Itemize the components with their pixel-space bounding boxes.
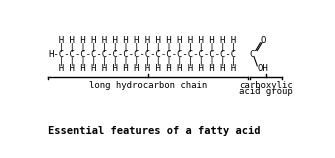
Text: long hydrocarbon chain: long hydrocarbon chain bbox=[89, 81, 207, 90]
Text: H-C-C-C-C-C-C-C-C-C-C-C-C-C-C-C-C-C: H-C-C-C-C-C-C-C-C-C-C-C-C-C-C-C-C-C bbox=[48, 50, 236, 59]
Text: C: C bbox=[250, 50, 255, 59]
Text: | | | | | | | | | | | | | | | | |: | | | | | | | | | | | | | | | | | bbox=[48, 57, 236, 66]
Text: H H H H H H H H H H H H H H H H H: H H H H H H H H H H H H H H H H H bbox=[48, 64, 236, 73]
Text: | | | | | | | | | | | | | | | | |: | | | | | | | | | | | | | | | | | bbox=[48, 43, 236, 52]
Text: O: O bbox=[260, 36, 266, 45]
Text: Essential features of a fatty acid: Essential features of a fatty acid bbox=[48, 126, 261, 136]
Text: OH: OH bbox=[257, 64, 268, 73]
Text: carboxylic: carboxylic bbox=[239, 81, 293, 90]
Text: H H H H H H H H H H H H H H H H H: H H H H H H H H H H H H H H H H H bbox=[48, 36, 236, 45]
Text: acid group: acid group bbox=[239, 88, 293, 97]
